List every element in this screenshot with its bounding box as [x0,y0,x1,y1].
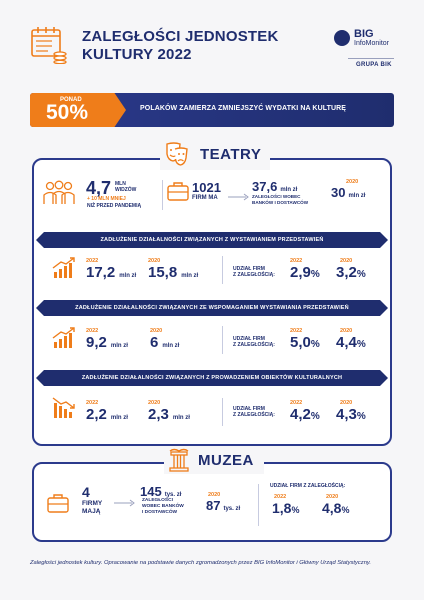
museum-column-icon [169,448,189,472]
row2-value-2022: 9,2 mln zł [86,334,128,351]
teatry-ribbon-3: ZADŁUŻENIE DZIAŁALNOŚCI ZWIĄZANYCH Z PRO… [36,370,388,386]
ledger-coins-icon [31,27,67,64]
row3-share-year-2020: 2020 [340,400,353,406]
trend-down-chart-icon [52,397,75,418]
row1-share-label: UDZIAŁ FIRM Z ZALEGŁOŚCIĄ: [233,266,275,278]
teatry-debt-2020: 30 mln zł [331,185,366,200]
audience-people-icon [43,180,75,204]
headline-banner: PONAD 50% POLAKÓW ZAMIERZA ZMNIEJSZYĆ WY… [30,93,394,127]
banner-badge [30,93,126,127]
teatry-ribbon-1: ZADŁUŻENIE DZIAŁALNOŚCI ZWIĄZANYCH Z WYS… [36,232,388,248]
row1-year-2022: 2022 [86,258,99,264]
briefcase-icon [47,494,69,513]
muzea-share-label: UDZIAŁ FIRM Z ZALEGŁOŚCIĄ: [270,483,346,489]
arrow-right-icon [228,193,249,201]
row3-value-2020: 2,3 mln zł [148,406,190,423]
teatry-debt: 37,6 mln zł [252,179,298,194]
row2-share-year-2020: 2020 [340,328,353,334]
muzea-firms-value: 4 [82,484,90,500]
teatry-firms-value: 1021 [192,180,221,195]
muzea-firms-label: FIRMY MAJĄ [82,500,103,515]
row1-share-2020: 3,2% [336,264,366,281]
row1-value-2022: 17,2 mln zł [86,264,137,281]
separator [162,180,163,210]
banner-percent: 50% [46,101,89,124]
muzea-share-year-2022: 2022 [274,494,287,500]
muzea-share-2022: 1,8% [272,500,300,516]
title-line-2: KULTURY 2022 [82,46,192,63]
separator [222,398,223,426]
row3-year-2020: 2020 [148,400,161,406]
muzea-title: MUZEA [198,452,254,469]
row1-share-year-2022: 2022 [290,258,303,264]
teatry-debt-2020-year: 2020 [346,179,359,185]
source-footnote: Zaległości jednostek kultury. Opracowani… [30,560,371,566]
row3-value-2022: 2,2 mln zł [86,406,128,423]
row1-share-2022: 2,9% [290,264,320,281]
teatry-viewers-value: 4,7 [86,178,112,198]
teatry-debt-label: ZALEGŁOŚCI WOBEC BANKÓW I DOSTAWCÓW [252,194,309,205]
muzea-debt-2020: 87 tys. zł [206,498,241,513]
row2-share-label: UDZIAŁ FIRM Z ZALEGŁOŚCIĄ: [233,336,275,348]
row3-year-2022: 2022 [86,400,99,406]
muzea-debt: 145 tys. zł [140,484,182,499]
logo-big: BIG [354,28,374,40]
row2-value-2020: 6 mln zł [150,334,180,351]
row2-share-year-2022: 2022 [290,328,303,334]
separator [222,256,223,284]
muzea-share-2020: 4,8% [322,500,350,516]
arrow-right-icon [114,499,135,507]
teatry-viewers-unit: MLN WIDZÓW [115,181,137,193]
separator [222,326,223,354]
row1-value-2020: 15,8 mln zł [148,264,199,281]
banner-text: POLAKÓW ZAMIERZA ZMNIEJSZYĆ WYDATKI NA K… [140,105,347,112]
muzea-debt-2020-year: 2020 [208,492,221,498]
briefcase-icon [167,182,189,201]
logo-infomonitor: InfoMonitor [354,40,390,47]
teatry-firms-label: FIRM MA [192,195,218,201]
logo-circle-icon [334,30,350,46]
theatre-masks-icon [166,142,188,166]
row1-share-year-2020: 2020 [340,258,353,264]
header: ZALEGŁOŚCI JEDNOSTEK KULTURY 2022 BIG In… [30,26,394,76]
muzea-share-year-2020: 2020 [326,494,339,500]
teatry-ribbon-2: ZADŁUŻENIE DZIAŁALNOŚCI ZWIĄZANYCH ZE WS… [36,300,388,316]
row2-year-2022: 2022 [86,328,99,334]
banner-ponad: PONAD [60,97,82,103]
teatry-viewers-delta-note: NIŻ PRZED PANDEMIĄ [87,203,142,209]
teatry-title: TEATRY [200,146,262,163]
title-line-1: ZALEGŁOŚCI JEDNOSTEK [82,28,279,45]
trend-up-chart-icon [52,257,75,278]
separator [258,484,259,526]
row2-year-2020: 2020 [150,328,163,334]
row3-share-year-2022: 2022 [290,400,303,406]
teatry-viewers-delta: + 10 MLN MNIEJ [87,196,126,202]
logo-grupa-bik: GRUPA BIK [356,62,392,68]
trend-up-chart-icon [52,327,75,348]
logo-divider [348,58,394,59]
row2-share-2022: 5,0% [290,334,320,351]
row1-year-2020: 2020 [148,258,161,264]
row3-share-label: UDZIAŁ FIRM Z ZALEGŁOŚCIĄ: [233,406,275,418]
row2-share-2020: 4,4% [336,334,366,351]
page-title: ZALEGŁOŚCI JEDNOSTEK KULTURY 2022 [82,28,279,64]
muzea-debt-label: ZALEGŁOŚCI WOBEC BANKÓW I DOSTAWCÓW [142,498,184,515]
big-infomonitor-logo: BIG InfoMonitor GRUPA BIK [334,28,394,76]
row3-share-2020: 4,3% [336,406,366,423]
row3-share-2022: 4,2% [290,406,320,423]
